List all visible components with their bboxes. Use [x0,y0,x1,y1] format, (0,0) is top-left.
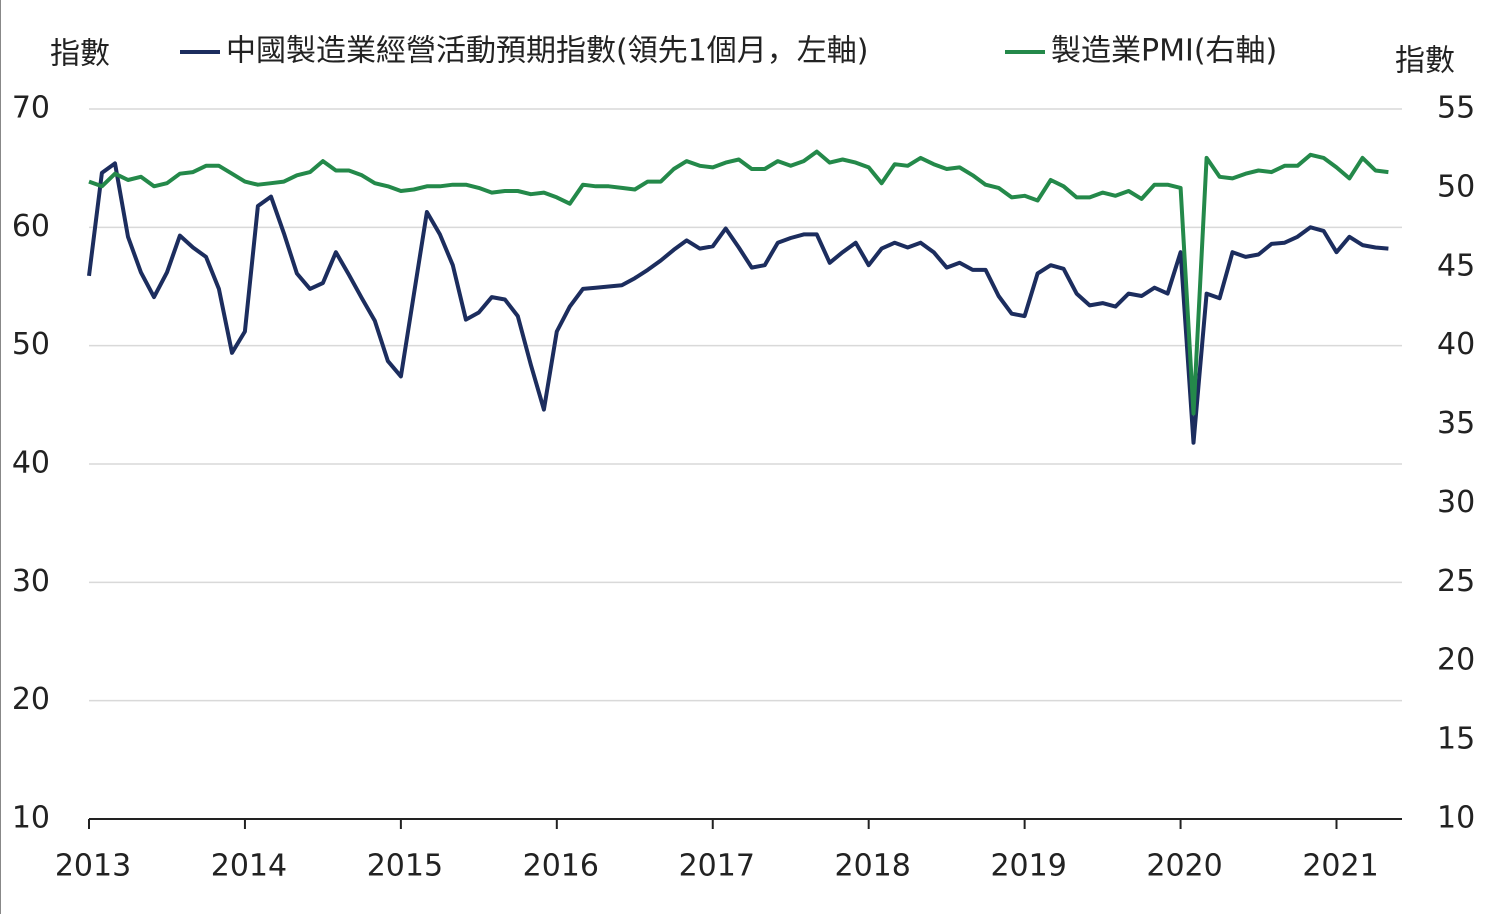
legend-label: 中國製造業經營活動預期指數(領先1個月，左軸) [226,34,869,69]
y2-tick-label: 45 [1437,248,1475,283]
y2-tick-label: 10 [1437,801,1475,836]
y-tick-label: 60 [12,209,50,244]
x-tick-label: 2019 [990,849,1066,884]
y2-tick-label: 15 [1437,722,1475,757]
y2-tick-label: 55 [1437,91,1475,126]
x-tick-label: 2021 [1302,849,1378,884]
series-line [88,149,1389,416]
y-tick-label: 50 [12,327,50,362]
y2-tick-label: 25 [1437,564,1475,599]
y2-tick-label: 30 [1437,485,1475,520]
series-line [87,161,1389,445]
y2-axis-label: 指數 [1395,44,1455,79]
y2-tick-label: 40 [1437,327,1475,362]
x-tick-label: 2020 [1146,849,1222,884]
x-tick-label: 2014 [211,849,287,884]
y-axis-label: 指數 [50,37,110,72]
y-tick-label: 10 [12,801,50,836]
x-tick-label: 2015 [367,849,443,884]
y-tick-label: 70 [12,91,50,126]
y-tick-label: 40 [12,446,50,481]
x-tick-label: 2017 [679,849,755,884]
y-tick-label: 30 [12,564,50,599]
y-tick-label: 20 [12,682,50,717]
x-tick-label: 2018 [835,849,911,884]
y2-tick-label: 20 [1437,643,1475,678]
x-tick-label: 2016 [523,849,599,884]
legend-label: 製造業PMI(右軸) [1051,34,1277,69]
y2-tick-label: 35 [1437,406,1475,441]
y2-tick-label: 50 [1437,169,1475,204]
x-tick-label: 2013 [55,849,131,884]
